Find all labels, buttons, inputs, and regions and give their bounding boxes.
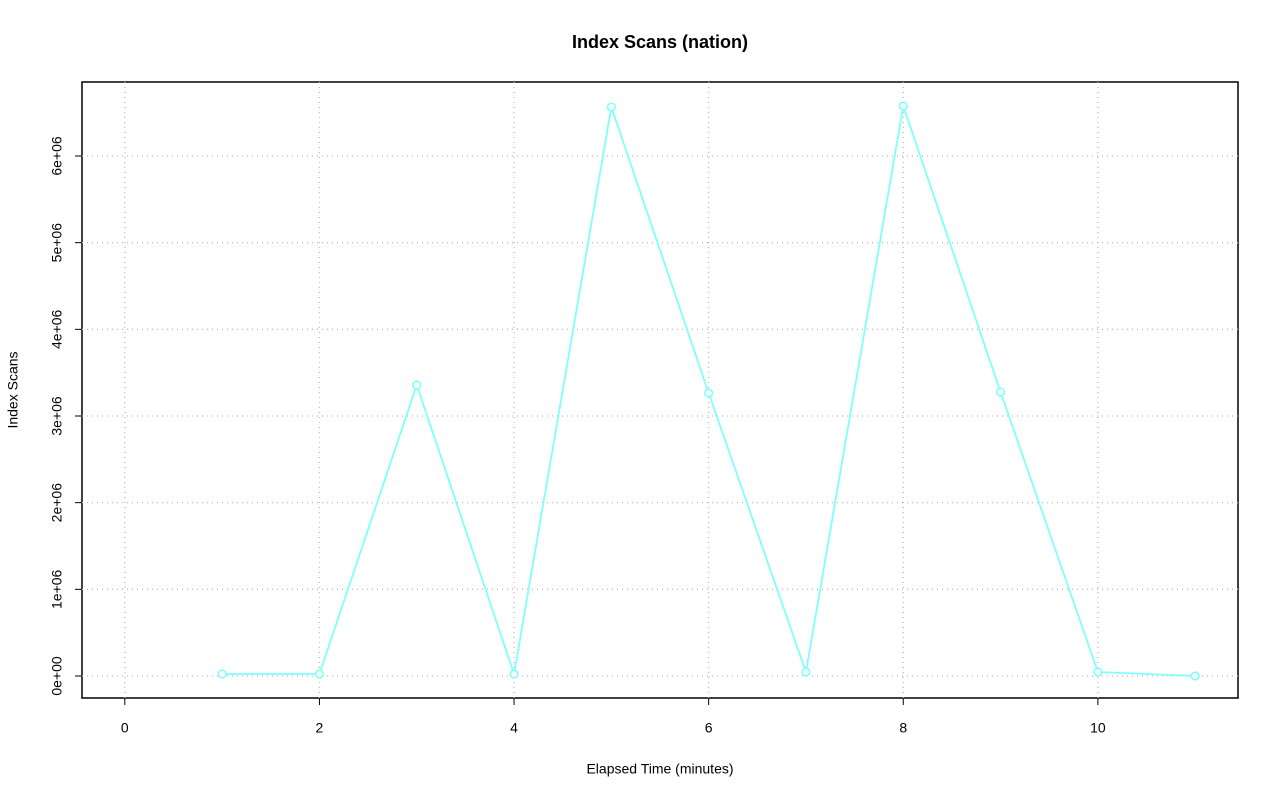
y-tick-label: 3e+06: [49, 396, 65, 436]
y-tick-label: 5e+06: [49, 223, 65, 263]
plot-frame: [81, 81, 1239, 699]
y-tick-label: 4e+06: [49, 309, 65, 349]
y-tick-label: 1e+06: [49, 569, 65, 609]
x-tick-label: 2: [316, 720, 324, 736]
data-point: [995, 387, 1006, 397]
y-tick-label: 2e+06: [49, 483, 65, 523]
x-tick-label: 4: [510, 720, 518, 736]
data-point: [314, 669, 325, 679]
y-axis-label: Index Scans: [5, 351, 21, 428]
data-point: [412, 380, 422, 390]
data-point: [1190, 671, 1200, 681]
data-point: [509, 669, 519, 679]
data-point: [898, 101, 908, 111]
x-tick-label: 8: [899, 720, 907, 736]
data-point: [1093, 667, 1103, 677]
data-point: [704, 388, 714, 398]
x-axis-label: Elapsed Time (minutes): [586, 761, 733, 777]
chart-title: Index Scans (nation): [572, 32, 748, 52]
x-tick-label: 0: [121, 720, 129, 736]
data-point: [606, 102, 616, 112]
data-point: [801, 667, 811, 677]
x-tick-label: 10: [1090, 720, 1106, 736]
data-point: [217, 669, 227, 679]
y-tick-label: 0e+00: [49, 656, 65, 696]
x-tick-label: 6: [705, 720, 713, 736]
y-tick-label: 6e+06: [49, 136, 65, 176]
